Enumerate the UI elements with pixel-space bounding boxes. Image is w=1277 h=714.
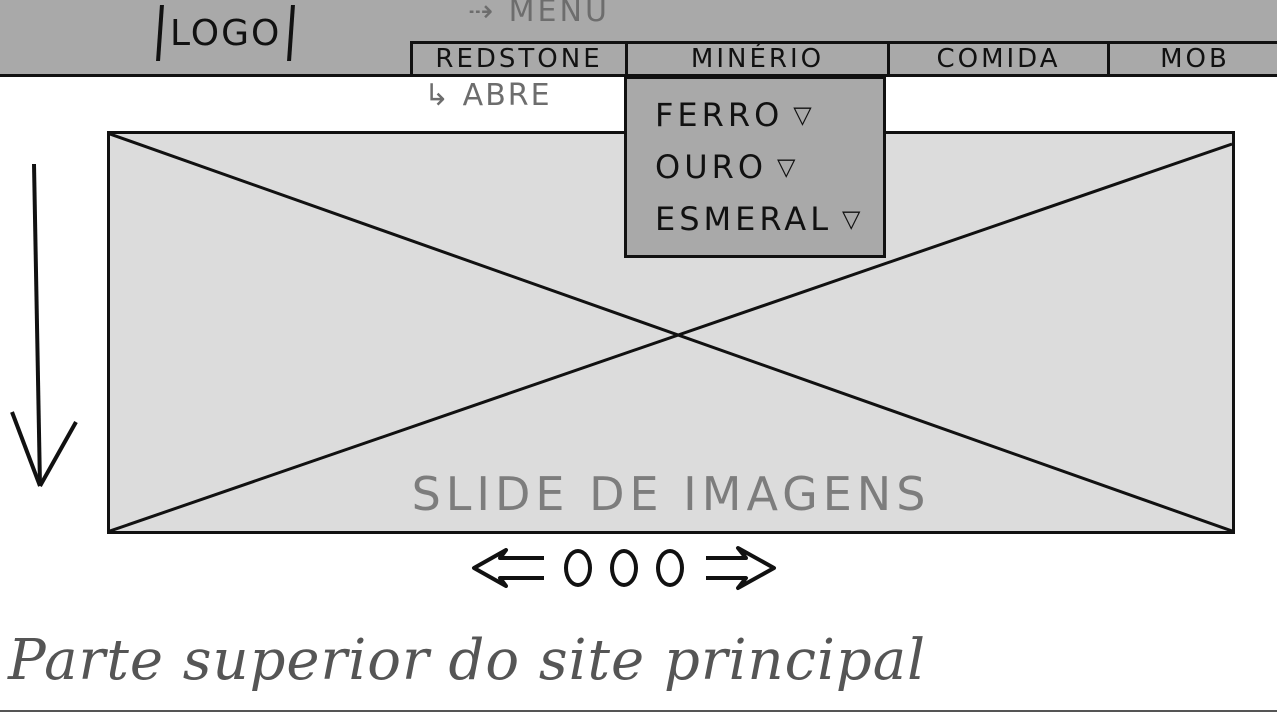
image-placeholder-icon — [110, 134, 1232, 531]
dropdown-item-label: FERRO — [655, 96, 784, 134]
logo-right-bar — [287, 5, 296, 61]
dropdown-item-esmeral[interactable]: ESMERAL ▽ — [627, 193, 883, 245]
carousel-controls — [470, 538, 820, 598]
carousel-dot[interactable] — [610, 549, 638, 587]
nav-item-minerio[interactable]: MINÉRIO — [628, 44, 890, 74]
nav-item-redstone[interactable]: REDSTONE — [413, 44, 628, 74]
nav-item-comida[interactable]: COMIDA — [890, 44, 1110, 74]
main-nav: REDSTONE MINÉRIO COMIDA MOB — [410, 41, 1277, 77]
arrow-left-icon[interactable] — [470, 548, 546, 588]
carousel-dot[interactable] — [656, 549, 684, 587]
page-caption: Parte superior do site principal — [8, 628, 926, 693]
triangle-down-icon: ▽ — [793, 101, 816, 129]
carousel-dot[interactable] — [564, 549, 592, 587]
dropdown-item-ferro[interactable]: FERRO ▽ — [627, 89, 883, 141]
arrow-down-icon — [10, 163, 78, 487]
logo-left-bar — [156, 5, 164, 61]
divider — [0, 710, 1277, 712]
slide-label: SLIDE DE IMAGENS — [411, 467, 931, 521]
opens-annotation: ↳ ABRE — [424, 78, 552, 113]
dropdown-item-label: OURO — [655, 148, 768, 186]
nav-item-mob[interactable]: MOB — [1160, 44, 1230, 74]
dropdown-item-label: ESMERAL — [655, 200, 833, 238]
logo[interactable]: LOGO — [150, 4, 301, 62]
triangle-down-icon: ▽ — [842, 205, 865, 233]
site-header: LOGO ⇢ MENU REDSTONE MINÉRIO COMIDA MOB — [0, 0, 1277, 77]
logo-text: LOGO — [170, 12, 282, 54]
triangle-down-icon: ▽ — [777, 153, 800, 181]
dropdown-item-ouro[interactable]: OURO ▽ — [627, 141, 883, 193]
menu-annotation: ⇢ MENU — [468, 0, 610, 29]
minerio-dropdown: FERRO ▽ OURO ▽ ESMERAL ▽ — [624, 76, 886, 258]
arrow-right-icon[interactable] — [702, 544, 778, 592]
